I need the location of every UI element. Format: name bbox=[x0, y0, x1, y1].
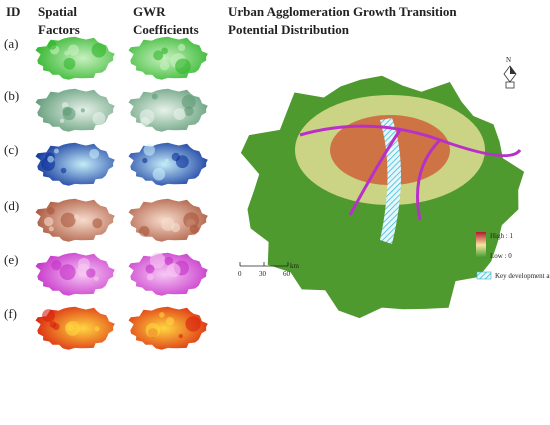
map-patch bbox=[67, 44, 79, 56]
corridor bbox=[299, 124, 522, 221]
row-label: (a) bbox=[4, 36, 18, 51]
map-patch bbox=[138, 225, 150, 237]
map-patch bbox=[48, 226, 54, 232]
scale-tick: 60 bbox=[283, 270, 291, 278]
factor-map bbox=[128, 36, 208, 80]
north-label: N bbox=[506, 56, 511, 64]
legend-high: High : 1 bbox=[490, 232, 513, 240]
legend-area-swatch bbox=[476, 271, 492, 280]
row-label: (d) bbox=[4, 198, 19, 213]
row-label: (c) bbox=[4, 142, 18, 157]
map-patch bbox=[47, 155, 54, 163]
map-patch bbox=[173, 108, 186, 121]
map-patch bbox=[47, 207, 55, 215]
map-patch bbox=[166, 263, 181, 278]
map-patch bbox=[165, 317, 175, 326]
map-patch bbox=[171, 152, 180, 162]
map-patch bbox=[139, 109, 155, 125]
factor-map bbox=[128, 306, 208, 350]
factor-map bbox=[35, 88, 115, 132]
key-area bbox=[380, 118, 401, 244]
map-patch bbox=[153, 50, 164, 61]
legend-ramp bbox=[476, 232, 486, 258]
map-patch bbox=[185, 316, 201, 332]
scale-bar: 0 30 60 km bbox=[238, 262, 300, 278]
map-patch bbox=[59, 118, 64, 123]
factor-map bbox=[128, 142, 208, 186]
map-patch bbox=[161, 47, 169, 55]
map-patch bbox=[92, 218, 103, 229]
map-patch bbox=[94, 276, 99, 282]
map-patch bbox=[80, 108, 86, 113]
map-patch bbox=[65, 320, 80, 336]
map-patch bbox=[64, 50, 70, 56]
col-header: Factors bbox=[38, 22, 80, 37]
map-patch bbox=[159, 312, 165, 318]
map-patch bbox=[89, 148, 100, 159]
map-patch bbox=[53, 148, 59, 154]
map-patch bbox=[149, 252, 166, 269]
legend-low: Low : 0 bbox=[490, 252, 512, 260]
map-patch bbox=[152, 167, 166, 181]
map-patch bbox=[142, 157, 148, 164]
col-header: Potential Distribution bbox=[228, 22, 350, 37]
map-patch bbox=[145, 264, 155, 274]
north-arrow: N bbox=[503, 56, 517, 89]
map-patch bbox=[44, 216, 54, 227]
map-patch bbox=[164, 158, 169, 163]
scale-tick: 0 bbox=[238, 270, 242, 278]
map-patch bbox=[60, 167, 67, 174]
col-header: Spatial bbox=[38, 4, 77, 19]
map-patch bbox=[63, 57, 76, 70]
map-patch bbox=[151, 93, 158, 100]
row-label: (b) bbox=[4, 88, 19, 103]
map-patch bbox=[159, 61, 170, 71]
col-header: Urban Agglomeration Growth Transition bbox=[228, 4, 457, 19]
id-header: ID bbox=[6, 4, 20, 19]
map-patch bbox=[62, 106, 72, 116]
scale-unit: km bbox=[290, 262, 300, 270]
row-label: (e) bbox=[4, 252, 18, 267]
map-patch bbox=[86, 268, 96, 278]
map-patch bbox=[51, 260, 62, 271]
map-patch bbox=[77, 257, 90, 271]
map-patch bbox=[146, 273, 154, 281]
map-patch bbox=[178, 333, 183, 339]
map-patch bbox=[42, 309, 55, 323]
map-patch bbox=[60, 212, 76, 228]
map-patch bbox=[184, 106, 194, 117]
map-patch bbox=[181, 94, 196, 109]
map-patch bbox=[47, 40, 57, 50]
factor-map bbox=[35, 36, 115, 80]
map-patch bbox=[49, 321, 57, 328]
map-patch bbox=[145, 323, 161, 338]
map-patch bbox=[170, 222, 181, 233]
row-label: (f) bbox=[4, 306, 17, 321]
scale-tick: 30 bbox=[259, 270, 267, 278]
map-patch bbox=[164, 256, 174, 266]
col-header: GWR bbox=[133, 4, 166, 19]
map-patch bbox=[175, 58, 191, 75]
map-patch bbox=[177, 43, 186, 52]
map-patch bbox=[91, 42, 107, 58]
factor-map bbox=[128, 88, 208, 132]
legend-area: Key development area bbox=[495, 272, 550, 280]
map-patch bbox=[183, 212, 200, 229]
map-patch bbox=[92, 111, 106, 125]
map-patch bbox=[143, 144, 155, 156]
col-header: Coefficients bbox=[133, 22, 199, 37]
map-patch bbox=[59, 264, 76, 281]
map-patch bbox=[94, 326, 100, 332]
map-patch bbox=[73, 214, 80, 220]
